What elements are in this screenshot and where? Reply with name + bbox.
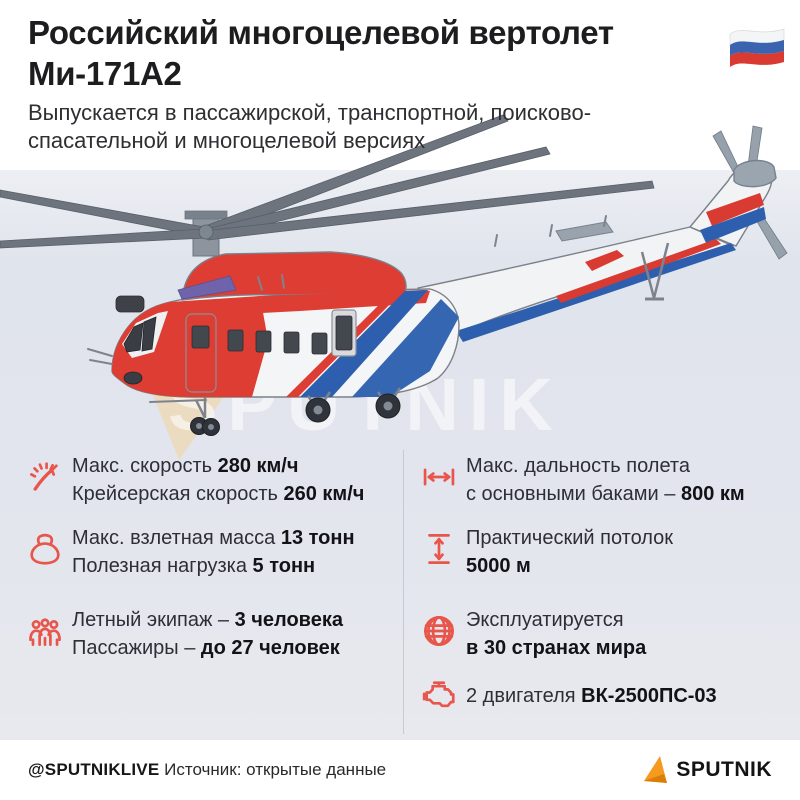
subtitle-line-1: Выпускается в пассажирской, транспортной…	[28, 100, 592, 125]
spec-text-countries: Эксплуатируется в 30 странах мира	[466, 606, 646, 662]
spec-line: Крейсерская скорость	[72, 483, 284, 505]
spec-value: 260 км/ч	[283, 483, 365, 505]
spec-line: Макс. дальность полета	[466, 455, 690, 477]
spec-line: Практический потолок	[466, 527, 674, 549]
spec-value: 800 км	[680, 483, 745, 505]
spec-value: 280 км/ч	[217, 455, 299, 477]
sputnik-logo-text: SPUTNIK	[676, 758, 772, 781]
spec-line: 2 двигателя	[466, 685, 582, 707]
page-title: Российский многоцелевой вертолет Ми-171А…	[28, 12, 728, 94]
spec-row-ceiling: Практический потолок 5000 м	[420, 524, 673, 580]
russian-flag-icon	[729, 28, 785, 67]
subtitle-line-2: спасательной и многоцелевой версиях	[28, 128, 426, 153]
spec-text-speed: Макс. скорость 280 км/ч Крейсерская скор…	[72, 452, 364, 508]
spec-text-crew: Летный экипаж – 3 человека Пассажиры – д…	[72, 606, 343, 662]
spec-value: 13 тонн	[280, 527, 355, 549]
engine-icon	[422, 681, 455, 708]
watermark-triangle	[150, 388, 226, 460]
footer: @SPUTNIKLIVE Источник: открытые данные S…	[0, 740, 800, 800]
spec-row-mass: Макс. взлетная масса 13 тонн Полезная на…	[26, 524, 355, 580]
spec-value: в 30 странах мира	[466, 637, 647, 659]
globe-icon	[424, 616, 454, 646]
spec-line: Макс. взлетная масса	[72, 527, 281, 549]
spec-value: 5000 м	[466, 555, 531, 577]
spec-value: ВК-2500ПС-03	[581, 685, 717, 707]
ceiling-icon	[428, 534, 450, 564]
source-note: Источник: открытые данные	[164, 760, 387, 779]
spec-row-crew: Летный экипаж – 3 человека Пассажиры – д…	[26, 606, 343, 662]
title-line-1: Российский многоцелевой вертолет	[28, 14, 614, 51]
sputnik-logo: SPUTNIK	[643, 755, 772, 785]
spec-value: 3 человека	[234, 609, 343, 631]
spec-row-speed: Макс. скорость 280 км/ч Крейсерская скор…	[26, 452, 364, 508]
spec-line: Макс. скорость	[72, 455, 218, 477]
column-divider	[403, 450, 404, 734]
spec-row-range: Макс. дальность полета с основными бакам…	[420, 452, 745, 508]
watermark-text: SPUTNIK	[168, 363, 563, 446]
crew-icon	[29, 618, 61, 646]
spec-text-mass: Макс. взлетная масса 13 тонн Полезная на…	[72, 524, 355, 580]
social-handle: @SPUTNIKLIVE	[28, 760, 160, 779]
credit-line: @SPUTNIKLIVE Источник: открытые данные	[28, 760, 386, 780]
spec-value: 5 тонн	[252, 555, 316, 577]
spec-row-engines: 2 двигателя ВК-2500ПС-03	[420, 681, 717, 715]
header: Российский многоцелевой вертолет Ми-171А…	[0, 0, 800, 170]
spec-line: Пассажиры –	[72, 637, 201, 659]
spec-value: до 27 человек	[200, 637, 340, 659]
spec-text-ceiling: Практический потолок 5000 м	[466, 524, 673, 580]
kettlebell-icon	[30, 533, 60, 565]
spec-line: Полезная нагрузка	[72, 555, 253, 577]
speedometer-icon	[30, 462, 58, 491]
spec-line: Эксплуатируется	[466, 609, 624, 631]
spec-line: с основными баками –	[466, 483, 681, 505]
subtitle: Выпускается в пассажирской, транспортной…	[28, 99, 708, 155]
spec-text-range: Макс. дальность полета с основными бакам…	[466, 452, 745, 508]
range-icon	[423, 468, 455, 486]
spec-line: Летный экипаж –	[72, 609, 235, 631]
sputnik-logo-icon	[644, 756, 668, 783]
spec-row-countries: Эксплуатируется в 30 странах мира	[420, 606, 646, 662]
spec-text-engines: 2 двигателя ВК-2500ПС-03	[466, 682, 717, 710]
title-line-2: Ми-171А2	[28, 55, 182, 92]
